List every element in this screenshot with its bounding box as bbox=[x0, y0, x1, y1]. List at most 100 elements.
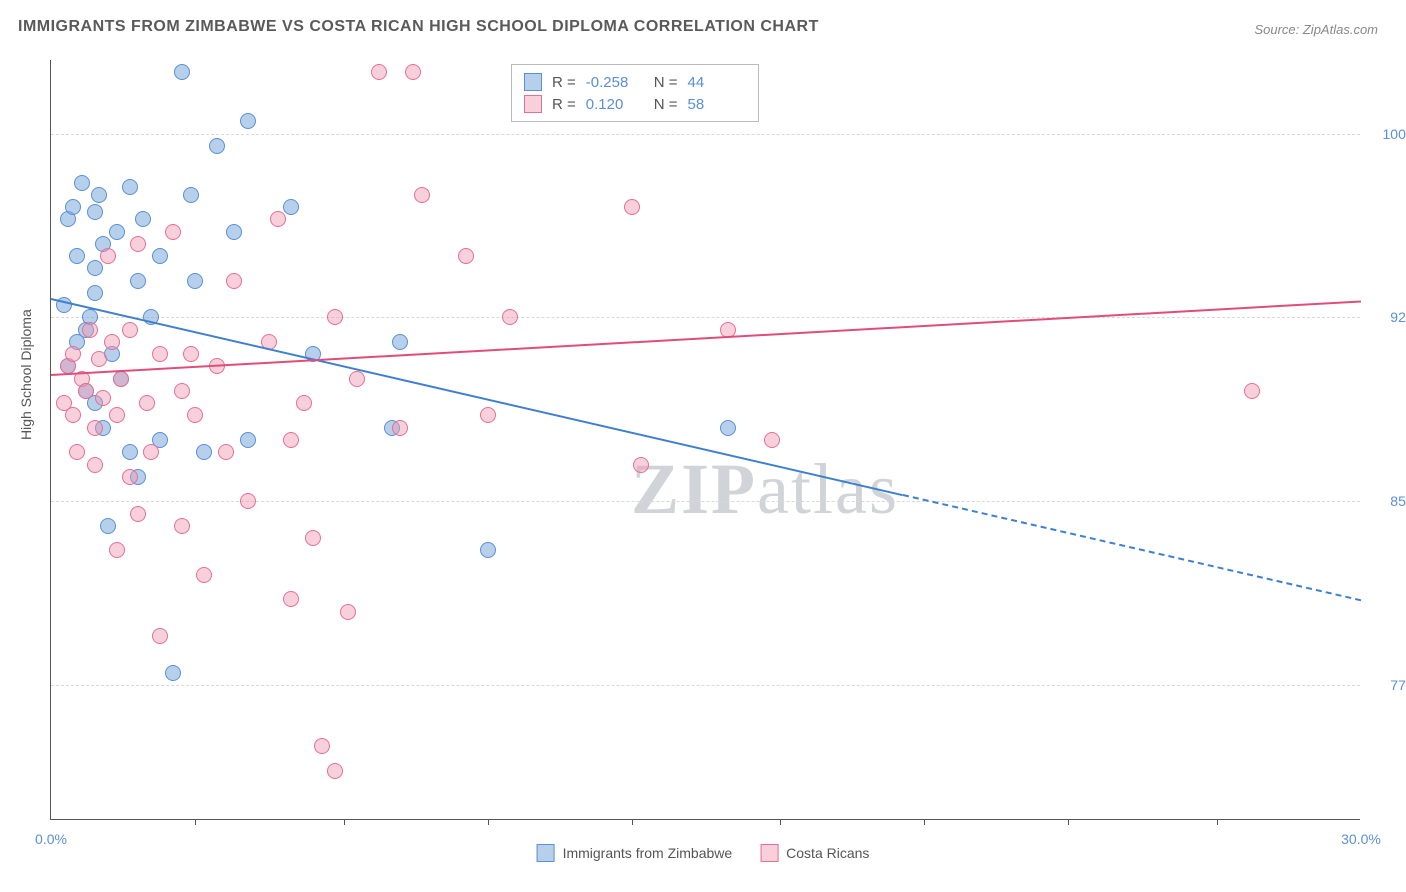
scatter-point bbox=[327, 309, 343, 325]
gridline-horizontal bbox=[51, 685, 1360, 686]
scatter-point bbox=[122, 444, 138, 460]
scatter-point bbox=[226, 273, 242, 289]
scatter-point bbox=[152, 628, 168, 644]
scatter-point bbox=[152, 248, 168, 264]
scatter-point bbox=[502, 309, 518, 325]
scatter-point bbox=[414, 187, 430, 203]
x-tick bbox=[488, 819, 489, 825]
chart-title: IMMIGRANTS FROM ZIMBABWE VS COSTA RICAN … bbox=[18, 18, 819, 36]
scatter-point bbox=[174, 518, 190, 534]
scatter-point bbox=[165, 665, 181, 681]
x-tick bbox=[344, 819, 345, 825]
x-tick bbox=[1217, 819, 1218, 825]
scatter-point bbox=[240, 113, 256, 129]
scatter-point bbox=[270, 211, 286, 227]
scatter-point bbox=[392, 420, 408, 436]
scatter-point bbox=[143, 444, 159, 460]
scatter-point bbox=[340, 604, 356, 620]
x-tick bbox=[1068, 819, 1069, 825]
scatter-point bbox=[65, 346, 81, 362]
watermark-text: ZIPatlas bbox=[631, 448, 899, 531]
scatter-point bbox=[65, 407, 81, 423]
scatter-point bbox=[174, 64, 190, 80]
scatter-point bbox=[82, 322, 98, 338]
stat-value-r: -0.258 bbox=[586, 74, 644, 91]
scatter-point bbox=[87, 260, 103, 276]
scatter-point bbox=[458, 248, 474, 264]
x-tick bbox=[780, 819, 781, 825]
scatter-point bbox=[305, 530, 321, 546]
scatter-point bbox=[87, 285, 103, 301]
stat-value-r: 0.120 bbox=[586, 96, 644, 113]
stat-label-n: N = bbox=[654, 74, 678, 91]
scatter-point bbox=[633, 457, 649, 473]
legend-swatch bbox=[524, 73, 542, 91]
scatter-point bbox=[122, 179, 138, 195]
scatter-point bbox=[187, 407, 203, 423]
legend-stats-row: R = 0.120 N = 58 bbox=[524, 93, 746, 115]
scatter-point bbox=[69, 248, 85, 264]
legend-stats-box: R = -0.258 N = 44 R = 0.120 N = 58 bbox=[511, 64, 759, 122]
scatter-point bbox=[135, 211, 151, 227]
scatter-point bbox=[187, 273, 203, 289]
gridline-horizontal bbox=[51, 317, 1360, 318]
legend-swatch bbox=[524, 95, 542, 113]
legend-label: Costa Ricans bbox=[786, 845, 869, 861]
scatter-point bbox=[764, 432, 780, 448]
scatter-point bbox=[174, 383, 190, 399]
scatter-point bbox=[91, 187, 107, 203]
scatter-point bbox=[183, 346, 199, 362]
scatter-point bbox=[226, 224, 242, 240]
scatter-point bbox=[109, 224, 125, 240]
scatter-point bbox=[95, 390, 111, 406]
scatter-point bbox=[283, 591, 299, 607]
scatter-point bbox=[139, 395, 155, 411]
scatter-point bbox=[196, 567, 212, 583]
scatter-point bbox=[78, 383, 94, 399]
scatter-point bbox=[109, 542, 125, 558]
scatter-point bbox=[183, 187, 199, 203]
scatter-point bbox=[624, 199, 640, 215]
x-tick bbox=[632, 819, 633, 825]
source-attribution: Source: ZipAtlas.com bbox=[1254, 22, 1378, 37]
x-tick bbox=[195, 819, 196, 825]
scatter-point bbox=[152, 346, 168, 362]
y-tick-label: 92.5% bbox=[1370, 309, 1406, 325]
scatter-point bbox=[296, 395, 312, 411]
y-tick-label: 100.0% bbox=[1370, 126, 1406, 142]
legend-swatch bbox=[537, 844, 555, 862]
trend-line-extrapolated bbox=[902, 494, 1361, 601]
scatter-point bbox=[480, 407, 496, 423]
legend-item: Immigrants from Zimbabwe bbox=[537, 844, 733, 862]
stat-value-n: 58 bbox=[688, 96, 746, 113]
scatter-point bbox=[349, 371, 365, 387]
scatter-point bbox=[165, 224, 181, 240]
legend-item: Costa Ricans bbox=[760, 844, 869, 862]
stat-label-n: N = bbox=[654, 96, 678, 113]
scatter-point bbox=[283, 432, 299, 448]
scatter-point bbox=[405, 64, 421, 80]
scatter-point bbox=[104, 334, 120, 350]
legend-label: Immigrants from Zimbabwe bbox=[563, 845, 733, 861]
scatter-point bbox=[130, 273, 146, 289]
scatter-point bbox=[130, 506, 146, 522]
scatter-point bbox=[100, 248, 116, 264]
scatter-point bbox=[283, 199, 299, 215]
stat-label-r: R = bbox=[552, 96, 576, 113]
scatter-point bbox=[196, 444, 212, 460]
scatter-plot-area: ZIPatlas R =-0.258N =44R =0.120N =58 77.… bbox=[50, 60, 1360, 820]
scatter-point bbox=[87, 420, 103, 436]
scatter-point bbox=[109, 407, 125, 423]
scatter-point bbox=[74, 175, 90, 191]
scatter-point bbox=[87, 457, 103, 473]
legend-stats-row: R =-0.258N =44 bbox=[524, 71, 746, 93]
x-tick bbox=[924, 819, 925, 825]
scatter-point bbox=[371, 64, 387, 80]
scatter-point bbox=[65, 199, 81, 215]
scatter-point bbox=[327, 763, 343, 779]
y-axis-title: High School Diploma bbox=[18, 309, 34, 440]
x-tick-label: 0.0% bbox=[35, 831, 67, 847]
stat-value-n: 44 bbox=[688, 74, 746, 91]
scatter-point bbox=[91, 351, 107, 367]
scatter-point bbox=[122, 469, 138, 485]
